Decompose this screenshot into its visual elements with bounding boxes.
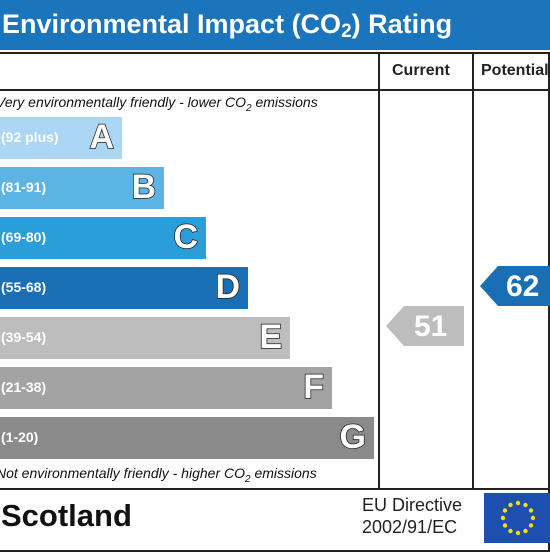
eu-directive-line2: 2002/91/EC (362, 517, 458, 537)
band-c-range: (69-80) (1, 229, 47, 245)
band-g: (1-20) G (0, 417, 374, 459)
potential-rating-arrow: 62 (480, 266, 550, 306)
band-e-range: (39-54) (1, 329, 47, 345)
header-row-divider (0, 89, 550, 91)
band-e: (39-54) E (0, 317, 290, 359)
eu-star (528, 508, 534, 513)
band-d: (55-68) D (0, 267, 248, 309)
eu-star (502, 508, 508, 513)
column-divider-current (378, 52, 380, 490)
eu-star (500, 515, 506, 521)
eu-star (523, 502, 528, 508)
eu-star (523, 528, 528, 534)
eu-directive: EU Directive 2002/91/EC (362, 494, 462, 538)
band-c: (69-80) C (0, 217, 206, 259)
band-f-range: (21-38) (1, 379, 47, 395)
current-arrow-shape (386, 306, 464, 346)
current-rating-arrow: 51 (386, 306, 464, 346)
eu-star (515, 530, 521, 536)
column-divider-potential (472, 52, 474, 490)
band-a: (92 plus) A (0, 117, 122, 159)
band-d-range: (55-68) (1, 279, 47, 295)
band-a-letter: A (89, 117, 115, 157)
eu-star (528, 523, 534, 528)
eu-star (508, 502, 513, 508)
band-g-range: (1-20) (1, 429, 39, 445)
band-e-letter: E (259, 317, 283, 357)
band-a-range: (92 plus) (1, 129, 59, 145)
band-c-letter: C (173, 217, 199, 257)
band-b-letter: B (131, 167, 157, 207)
band-g-letter: G (339, 417, 367, 457)
eu-star (515, 500, 521, 506)
eu-directive-line1: EU Directive (362, 495, 463, 515)
potential-rating-value: 62 (506, 270, 540, 303)
band-f-letter: F (302, 367, 324, 407)
country-label: Scotland (1, 498, 132, 533)
chart-title: Environmental Impact (CO2) Rating (2, 9, 453, 42)
eu-star (508, 528, 513, 534)
note-bottom: Not environmentally friendly - higher CO… (0, 465, 317, 485)
column-header-current: Current (392, 62, 450, 79)
footer-divider (0, 488, 550, 490)
band-b: (81-91) B (0, 167, 164, 209)
current-rating-value: 51 (414, 310, 448, 343)
title-bar: Environmental Impact (CO2) Rating (0, 0, 550, 50)
potential-arrow-shape (480, 266, 550, 306)
eu-star (530, 515, 536, 521)
eu-flag-icon (484, 493, 550, 543)
column-header-potential: Potential (481, 62, 549, 79)
band-f: (21-38) F (0, 367, 332, 409)
note-top: Very environmentally friendly - lower CO… (0, 94, 318, 114)
band-b-range: (81-91) (1, 179, 47, 195)
eu-star (502, 523, 508, 528)
band-d-letter: D (215, 267, 241, 307)
